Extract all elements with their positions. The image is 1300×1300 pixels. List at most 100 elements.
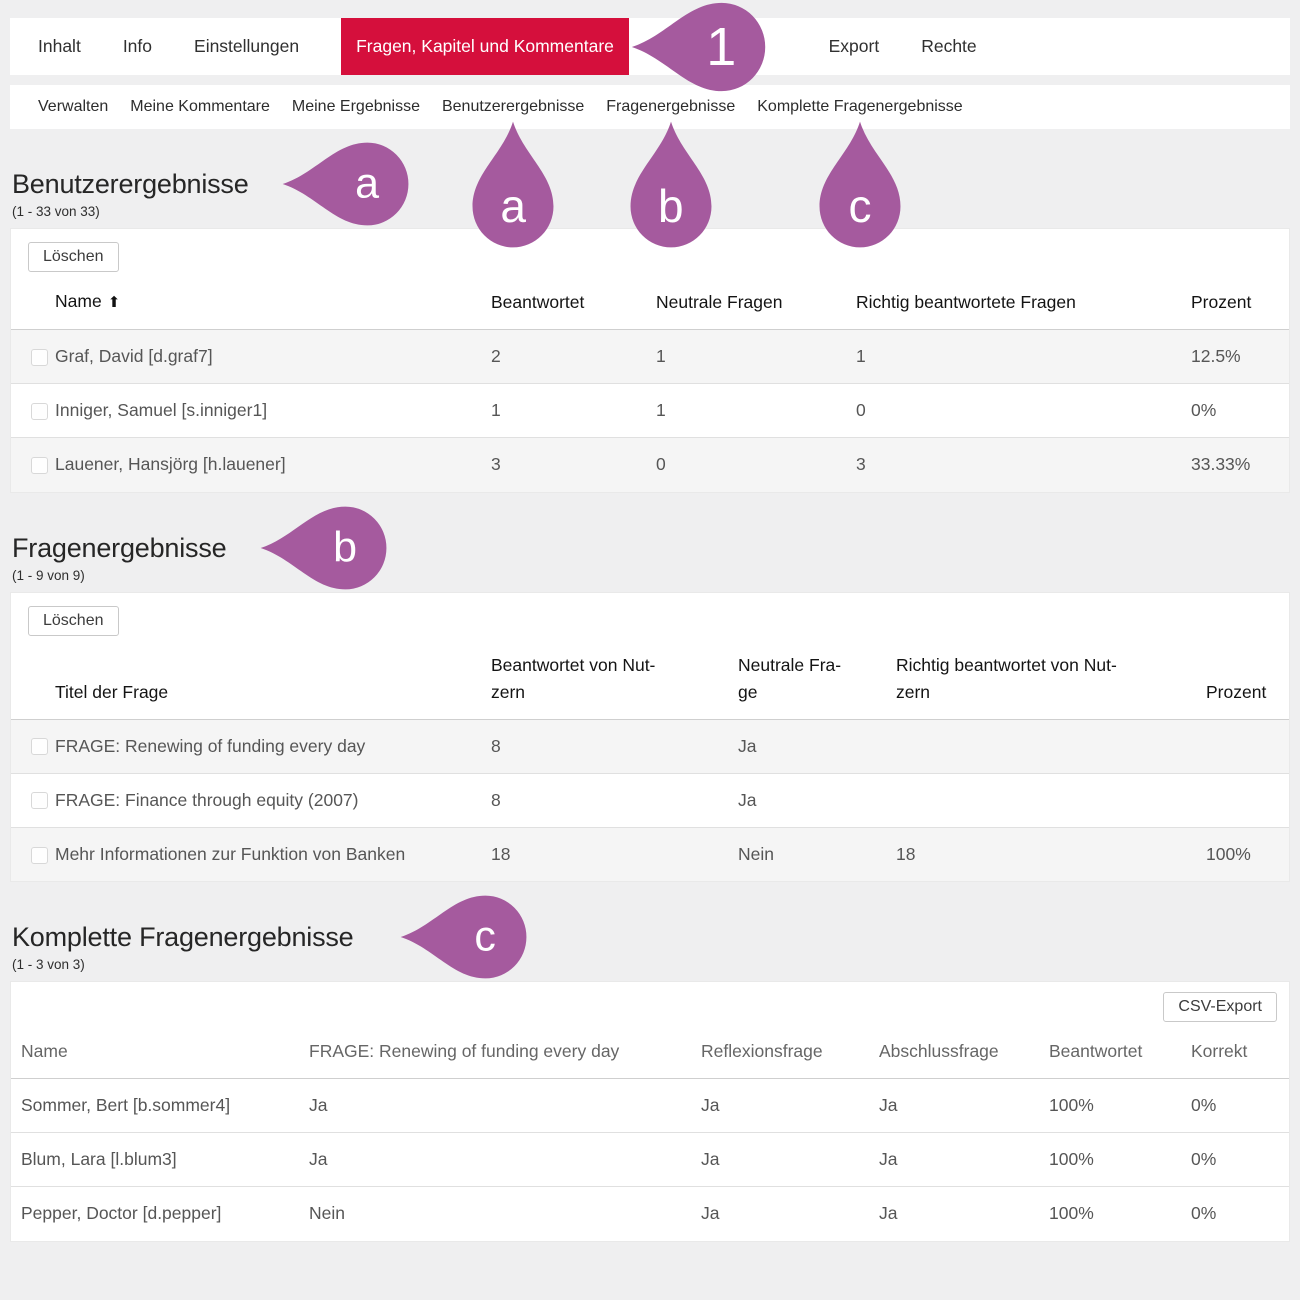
csv-export-button[interactable]: CSV-Export: [1163, 992, 1277, 1022]
result-count: (1 - 3 von 3): [12, 957, 85, 972]
cell-beantwortet: 2: [491, 346, 501, 366]
cell-neutrale: Nein: [738, 843, 774, 864]
column-header-richtig-beantwortete-fragen[interactable]: Richtig beantwortete Fragen: [856, 292, 1076, 312]
subnav-item-komplette-fragenergebnisse[interactable]: Komplette Fragenergebnisse c: [757, 85, 963, 248]
column-header-abschlussfrage: Abschlussfrage: [879, 1041, 999, 1061]
section-title: Fragenergebnisse: [12, 532, 227, 563]
cell-name: Pepper, Doctor [d.pepper]: [21, 1203, 222, 1224]
column-header-korrekt: Korrekt: [1191, 1041, 1248, 1061]
row-checkbox[interactable]: [31, 792, 48, 810]
table-row: Inniger, Samuel [s.inniger1] 1 1 0 0%: [11, 384, 1289, 438]
column-header-neutrale-fragen[interactable]: Neutrale Fragen: [656, 292, 783, 312]
topnav-item-export[interactable]: Export: [828, 36, 880, 56]
delete-button[interactable]: Löschen: [28, 605, 119, 636]
callout-label: c: [474, 912, 496, 961]
row-checkbox[interactable]: [31, 457, 48, 475]
callout-label: b: [657, 180, 684, 233]
cell-name: Inniger, Samuel [s.inniger1]: [55, 400, 268, 420]
column-header-beantwortet[interactable]: Beantwortet: [491, 292, 585, 312]
delete-button[interactable]: Löschen: [28, 242, 119, 272]
cell-name: Blum, Lara [l.blum3]: [21, 1149, 177, 1169]
page: Inhalt Info Einstellungen Fragen, Kapite…: [10, 2, 1290, 1242]
teardrop-shape: [400, 895, 527, 979]
cell-prozent: 100%: [1206, 843, 1251, 864]
column-header-richtig-beantwortet-von-nutzern[interactable]: Richtig beantwortet von Nut- zern: [896, 654, 1117, 702]
section-title: Komplette Fragenergebnisse: [12, 922, 354, 952]
subnav-item-meine-kommentare[interactable]: Meine Kommentare: [130, 98, 270, 115]
row-checkbox[interactable]: [31, 348, 48, 366]
callout-label: c: [848, 180, 872, 233]
cell-prozent: [1206, 719, 1289, 773]
column-header-prozent[interactable]: Prozent: [1191, 292, 1252, 312]
row-checkbox[interactable]: [31, 738, 48, 756]
column-header-titel-der-frage[interactable]: Titel der Frage: [55, 681, 169, 702]
column-header-frage-renewing: FRAGE: Renewing of funding every day: [309, 1041, 620, 1061]
callout-marker-c-subnav: c: [816, 119, 904, 251]
cell-neutrale: Ja: [738, 789, 757, 810]
row-checkbox[interactable]: [31, 402, 48, 420]
table-row: FRAGE: Renewing of funding every day 8 J…: [11, 719, 1289, 773]
topnav-item-info[interactable]: Info: [122, 36, 153, 56]
cell-beantwortet: 18: [491, 843, 511, 864]
cell-beantwortet: 1: [491, 400, 501, 420]
row-checkbox[interactable]: [31, 846, 48, 864]
column-header-neutrale-frage[interactable]: Neutrale Fra- ge: [738, 654, 842, 702]
table-row: Pepper, Doctor [d.pepper] Nein Ja Ja 100…: [11, 1187, 1289, 1241]
sub-navigation: Verwalten Meine Kommentare Meine Ergebni…: [10, 85, 1290, 248]
cell-beantwortet: 100%: [1049, 1203, 1094, 1224]
callout-label: 1: [706, 16, 737, 77]
cell-beantwortet: 3: [491, 454, 501, 475]
callout-label: a: [355, 159, 380, 208]
subnav-item-benutzerergebnisse[interactable]: Benutzerergebnisse a: [441, 85, 585, 248]
cell-neutrale: 1: [656, 346, 666, 366]
cell-abschlussfrage: Ja: [879, 1095, 898, 1115]
teardrop-shape: [472, 121, 554, 248]
subnav-label: Benutzerergebnisse: [441, 98, 585, 115]
komplette-fragenergebnisse-table-panel: CSV-Export Name FRAGE: Renewing of fundi…: [10, 981, 1290, 1242]
topnav-item-fragen-kapitel-kommentare[interactable]: Fragen, Kapitel und Kommentare 1: [341, 2, 766, 91]
cell-prozent: 33.33%: [1191, 454, 1251, 475]
section-benutzerergebnisse: Benutzerergebnisse a (1 - 33 von 33) Lös…: [10, 142, 1290, 493]
cell-abschlussfrage: Ja: [879, 1203, 898, 1224]
column-header-prozent[interactable]: Prozent: [1206, 681, 1267, 702]
topnav-item-inhalt[interactable]: Inhalt: [38, 36, 81, 56]
sort-ascending-icon[interactable]: ⬆: [107, 294, 121, 311]
table-row: Mehr Informationen zur Funktion von Bank…: [11, 827, 1289, 881]
subnav-item-fragenergebnisse[interactable]: Fragenergebnisse b: [606, 85, 735, 248]
topnav-item-einstellungen[interactable]: Einstellungen: [194, 36, 300, 56]
table-row: Graf, David [d.graf7] 2 1 1 12.5%: [11, 329, 1289, 384]
cell-prozent: 0%: [1191, 400, 1217, 420]
cell-beantwortet: 8: [491, 735, 501, 756]
cell-name: Graf, David [d.graf7]: [55, 346, 213, 366]
subnav-label: Komplette Fragenergebnisse: [757, 98, 963, 115]
subnav-item-verwalten[interactable]: Verwalten: [38, 98, 109, 115]
cell-richtig: 0: [856, 400, 866, 420]
teardrop-shape: [282, 142, 409, 226]
table-row: Lauener, Hansjörg [h.lauener] 3 0 3 33.3…: [11, 437, 1289, 492]
cell-titel: Mehr Informationen zur Funktion von Bank…: [55, 843, 406, 864]
topnav-item-rechte[interactable]: Rechte: [921, 36, 977, 56]
cell-richtig: 1: [856, 346, 866, 366]
teardrop-shape: [819, 121, 901, 248]
section-komplette-fragenergebnisse: Komplette Fragenergebnisse c (1 - 3 von …: [10, 895, 1290, 1242]
cell-richtig: 18: [896, 843, 916, 864]
table-row: Blum, Lara [l.blum3] Ja Ja Ja 100% 0%: [11, 1133, 1289, 1187]
cell-reflexionsfrage: Ja: [701, 1203, 720, 1224]
subnav-item-meine-ergebnisse[interactable]: Meine Ergebnisse: [291, 98, 420, 115]
cell-frage: Nein: [309, 1203, 345, 1224]
cell-neutrale: 0: [656, 454, 666, 475]
teardrop-shape: [630, 121, 712, 248]
cell-neutrale: Ja: [738, 735, 757, 756]
topnav-active-label: Fragen, Kapitel und Kommentare: [356, 36, 614, 56]
column-header-beantwortet-von-nutzern[interactable]: Beantwortet von Nut- zern: [491, 654, 656, 702]
callout-label: b: [333, 523, 358, 571]
cell-richtig: [896, 773, 1206, 827]
top-navigation: Inhalt Info Einstellungen Fragen, Kapite…: [10, 2, 1290, 91]
cell-prozent: [1206, 773, 1289, 827]
fragenergebnisse-table-panel: Löschen Titel der Frage Beantwortet von …: [10, 591, 1290, 882]
cell-korrekt: 0%: [1191, 1095, 1217, 1115]
cell-richtig: [896, 719, 1206, 773]
column-header-name[interactable]: Name ⬆: [55, 272, 491, 330]
table-row: Sommer, Bert [b.sommer4] Ja Ja Ja 100% 0…: [11, 1079, 1289, 1133]
cell-name: Lauener, Hansjörg [h.lauener]: [55, 454, 286, 475]
